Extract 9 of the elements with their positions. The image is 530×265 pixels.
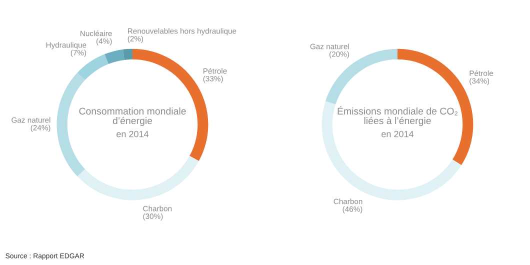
donut-slice [77,156,199,200]
donut-slice [325,48,398,104]
text: Consommation mondiale d’énergie [79,107,186,126]
text: en 2014 [382,130,414,138]
donut-slice [123,48,132,60]
text: en 2014 [116,130,149,138]
donut-slice [322,101,462,200]
text: Émissions mondiale de CO₂ liées à l’énergie [338,106,458,126]
donut-slice [104,49,124,64]
